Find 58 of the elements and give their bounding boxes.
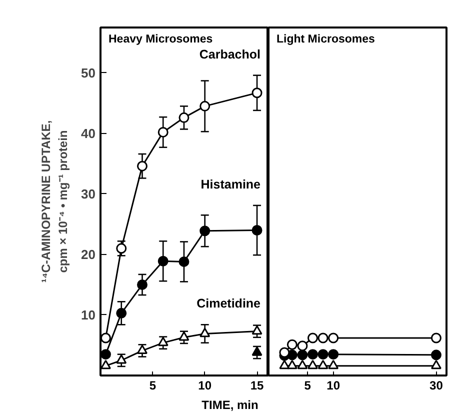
y-tick-label: 50	[81, 65, 96, 80]
x-tick-label: 10	[198, 378, 212, 392]
point	[318, 349, 328, 360]
point	[307, 349, 318, 360]
point	[328, 349, 339, 360]
y-tick-label: 10	[81, 307, 96, 322]
point	[136, 279, 148, 290]
text: Heavy Microsomes	[108, 34, 213, 46]
point	[178, 112, 190, 123]
point	[307, 360, 318, 370]
point	[178, 331, 190, 341]
point	[200, 226, 210, 236]
x-axis-title: TIME, min	[202, 397, 258, 414]
point	[116, 243, 127, 254]
point	[100, 360, 111, 370]
y-tick-label: 20	[81, 246, 96, 262]
x-tick-label: 5	[149, 378, 156, 392]
x-tick-label: 15	[250, 378, 264, 392]
point	[252, 346, 262, 356]
point	[430, 350, 442, 360]
point	[318, 332, 328, 344]
point	[158, 126, 168, 138]
x-tick-label: 10	[326, 378, 340, 392]
y-axis-title: ¹⁴C-AMINOPYRINE UPTAKE, cpm × 10⁻⁴ • mg⁻¹ protein	[39, 120, 70, 283]
x-tick-label: 5	[304, 378, 312, 392]
point	[279, 347, 290, 358]
y-tick-label: 30	[81, 186, 96, 202]
point	[100, 332, 111, 344]
series-label: Cimetidine	[196, 296, 261, 311]
point	[318, 360, 328, 370]
point	[297, 340, 308, 352]
point	[178, 256, 190, 267]
point	[286, 339, 298, 350]
point	[328, 332, 339, 344]
point	[430, 360, 442, 370]
point	[116, 308, 127, 318]
x-tick-label: 30	[430, 378, 444, 392]
point	[200, 100, 210, 112]
point	[158, 336, 168, 346]
point	[136, 160, 148, 172]
point	[252, 225, 262, 236]
point	[307, 332, 318, 344]
point	[286, 360, 298, 370]
y-tick-label: 40	[81, 126, 96, 141]
point	[136, 344, 148, 354]
point	[430, 332, 442, 344]
point	[297, 350, 308, 360]
point	[100, 349, 111, 360]
text: Histamine	[200, 177, 261, 192]
point	[200, 328, 210, 338]
point	[297, 360, 308, 370]
point	[252, 325, 262, 335]
text: Carbachol	[199, 47, 261, 62]
point	[158, 256, 168, 266]
point	[116, 354, 127, 364]
text: Light Microsomes	[276, 34, 375, 46]
point	[252, 88, 262, 98]
point	[328, 360, 339, 370]
